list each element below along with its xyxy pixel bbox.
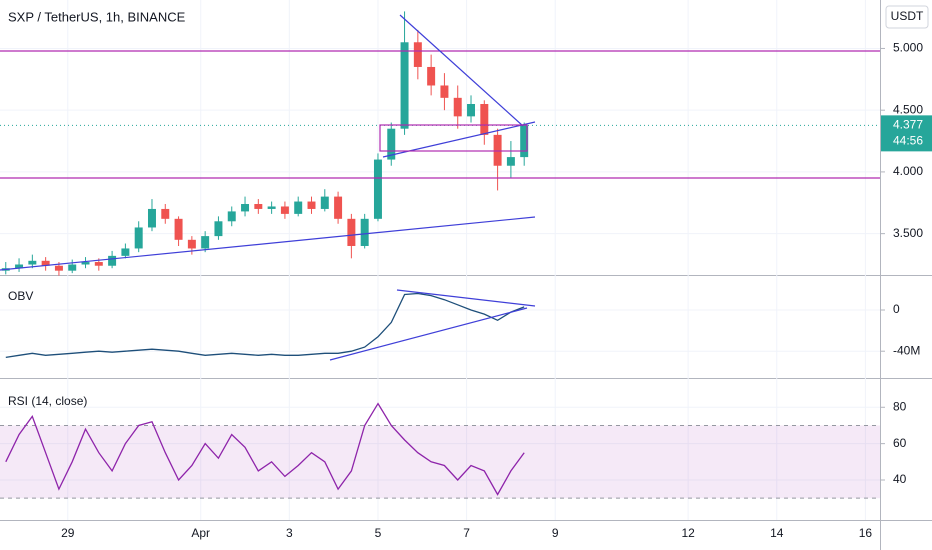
candle-body [147,208,156,228]
candle-body [427,66,436,86]
candle-body [187,239,196,249]
candle-body [267,206,276,209]
candle-body [320,196,329,209]
y-tick-label: 3.500 [893,226,923,240]
candle-body [387,128,396,160]
candle-body [201,236,210,249]
chart-title: SXP / TetherUS, 1h, BINANCE [8,9,186,24]
candle-body [373,159,382,219]
candle-body [400,42,409,129]
x-tick-label: 29 [61,526,75,540]
x-tick-label: 3 [286,526,293,540]
candle-body [227,211,236,222]
trend-line [329,307,528,361]
y-tick-label: -40M [893,343,920,357]
candle-body [81,262,90,265]
candle-body [480,104,489,135]
candle-body [307,201,316,209]
candle-body [28,260,37,265]
y-tick-label: 0 [893,302,900,316]
candle-body [241,204,250,212]
candle-body [161,208,170,219]
x-tick-label: 12 [681,526,695,540]
trend-line [399,14,524,127]
candle-body [440,85,449,98]
candle-body [15,264,24,269]
x-tick-label: 5 [375,526,382,540]
pane-title: RSI (14, close) [8,394,87,408]
series-line [5,292,525,359]
candle-body [54,265,63,271]
pane-title: OBV [8,289,33,303]
candle-body [94,262,103,266]
last-price-label: 4.377 [893,118,923,132]
series-line [5,402,525,496]
x-tick-label: 14 [770,526,784,540]
trend-line [0,216,536,271]
y-tick-label: 4.500 [893,102,923,116]
last-price-box [881,115,932,152]
countdown-label: 44:56 [893,134,923,148]
range-box [379,124,528,152]
candle-body [68,264,77,271]
candle-body [334,196,343,219]
drawings [0,14,880,361]
band-fill [0,425,880,499]
currency-label: USDT [891,9,924,23]
candle-body [214,221,223,237]
candle-body [413,42,422,67]
candle-body [254,204,263,209]
candle-body [453,97,462,117]
candle-body [520,125,529,158]
candle-body [506,157,515,166]
candle-body [467,104,476,117]
candle-body [294,201,303,214]
candle-body [493,134,502,166]
y-tick-label: 40 [893,472,907,486]
candle-body [41,260,50,266]
currency-box [885,5,929,29]
candle-body [108,255,117,266]
candle-body [134,227,143,249]
candle-body [360,218,369,246]
x-tick-label: 16 [859,526,873,540]
y-tick-label: 5.000 [893,41,923,55]
trend-line [396,289,536,307]
x-tick-label: 9 [552,526,559,540]
candle-body [121,248,130,256]
candle-body [174,218,183,240]
x-tick-label: 7 [463,526,470,540]
y-tick-label: 4.000 [893,164,923,178]
candle-body [347,218,356,246]
y-tick-label: 80 [893,399,907,413]
x-tick-label: Apr [191,526,210,540]
y-tick-label: 60 [893,436,907,450]
candle-body [280,206,289,214]
